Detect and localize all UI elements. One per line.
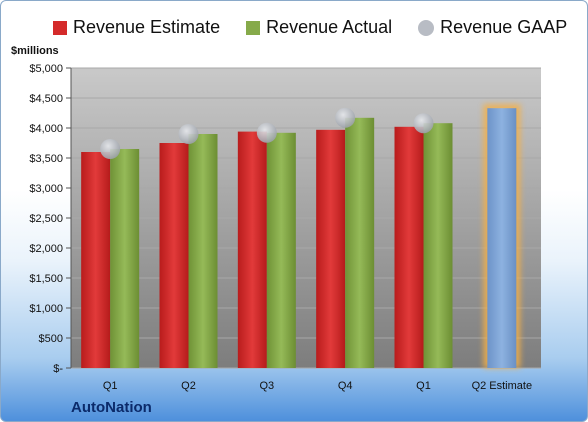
y-tick-label: $1,000 <box>29 303 63 315</box>
bar-revenue-actual <box>423 123 453 368</box>
bar-revenue-estimate <box>159 143 189 368</box>
y-tick-label: $1,500 <box>29 273 63 285</box>
point-revenue-gaap <box>100 139 121 159</box>
x-tick-label: Q1 <box>103 380 118 392</box>
legend-swatch-estimate <box>53 20 67 35</box>
x-tick-label: Q3 <box>259 380 274 392</box>
legend-label-gaap: Revenue GAAP <box>440 17 568 37</box>
y-tick-label: $3,000 <box>29 183 63 195</box>
bar-revenue-projection <box>487 108 517 368</box>
y-tick-label: $- <box>53 363 63 375</box>
point-revenue-gaap <box>178 124 199 144</box>
y-tick-label: $4,000 <box>29 123 63 135</box>
x-axis-ticks: Q1 Q2 Q3 Q4 Q1 Q2 Estimate <box>103 380 532 392</box>
bar-revenue-actual <box>266 132 296 368</box>
bar-revenue-estimate <box>316 129 346 368</box>
legend-swatch-gaap <box>418 19 435 36</box>
y-tick-label: $5,000 <box>29 63 63 75</box>
y-tick-label: $500 <box>39 333 63 345</box>
x-tick-label: Q4 <box>338 380 353 392</box>
legend-label-estimate: Revenue Estimate <box>73 17 221 37</box>
bar-revenue-estimate <box>394 126 424 368</box>
x-tick-label: Q2 Estimate <box>472 380 533 392</box>
bar-revenue-actual <box>110 149 140 368</box>
y-tick-label: $2,500 <box>29 213 63 225</box>
company-name: AutoNation <box>71 399 152 416</box>
bars <box>81 104 521 368</box>
point-revenue-gaap <box>413 113 434 134</box>
gridlines <box>71 67 541 369</box>
legend-item-revenue-estimate: Revenue Estimate <box>53 17 220 38</box>
y-tick-label: $3,500 <box>29 153 63 165</box>
point-revenue-gaap <box>335 107 356 128</box>
legend-label-actual: Revenue Actual <box>266 17 393 37</box>
y-axis-unit-label: $millions <box>11 45 59 57</box>
bar-revenue-estimate <box>237 131 267 368</box>
legend-item-revenue-gaap: Revenue GAAP <box>418 17 567 38</box>
legend: Revenue Estimate Revenue Actual Revenue … <box>53 17 567 38</box>
point-revenue-gaap <box>256 122 277 143</box>
y-tick-label: $2,000 <box>29 243 63 255</box>
bar-revenue-actual <box>188 134 218 368</box>
y-tick-label: $4,500 <box>29 93 63 105</box>
x-tick-label: Q1 <box>416 380 431 392</box>
legend-item-revenue-actual: Revenue Actual <box>246 17 392 38</box>
bar-revenue-actual <box>345 117 375 368</box>
y-axis-ticks: $- $500 $1,000 $1,500 $2,000 $2,500 $3,000 $3,5… <box>29 63 72 375</box>
legend-swatch-actual <box>246 20 261 35</box>
bar-revenue-estimate <box>81 152 111 368</box>
x-tick-label: Q2 <box>181 380 196 392</box>
